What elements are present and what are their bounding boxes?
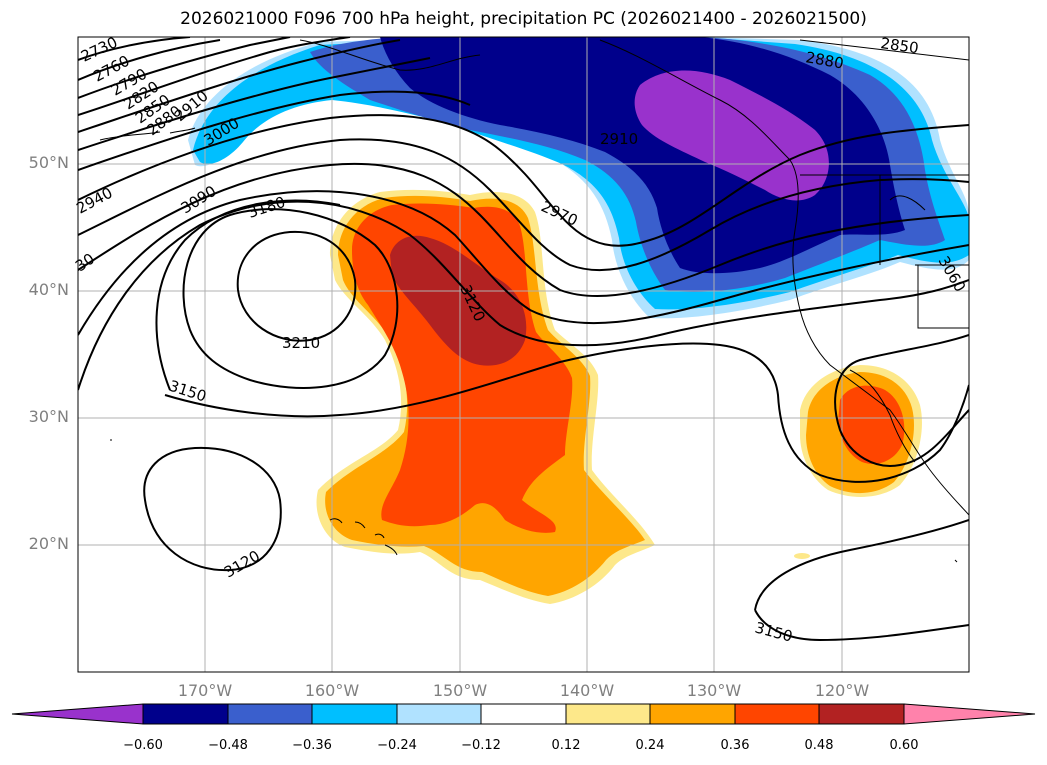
anomaly-darkred-region	[390, 235, 527, 366]
lon-label: 130°W	[686, 681, 742, 700]
lon-label: 160°W	[304, 681, 360, 700]
colorbar-tick-label: −0.36	[292, 738, 332, 753]
height-contours	[78, 37, 969, 642]
colorbar-tick-label: 0.12	[551, 738, 581, 753]
colorbar-cell	[396, 703, 482, 725]
map-frame	[77, 36, 970, 673]
lat-label: 40°N	[28, 280, 69, 299]
lon-label: 150°W	[432, 681, 488, 700]
lon-label: 140°W	[559, 681, 615, 700]
colorbar-cell	[142, 703, 229, 725]
colorbar-cell	[311, 703, 398, 725]
lat-label: 30°N	[28, 407, 69, 426]
colorbar-tick-label: 0.48	[804, 738, 834, 753]
colorbar-cell	[734, 703, 820, 725]
colorbar-tick-label: 0.36	[720, 738, 750, 753]
contour-label: 3090	[178, 182, 220, 218]
coastlines	[99, 39, 969, 563]
contour-label: 3150	[753, 618, 795, 645]
map-title: 2026021000 F096 700 hPa height, precipit…	[180, 9, 867, 29]
colorbar-cell	[227, 703, 313, 725]
lat-label: 50°N	[28, 153, 69, 172]
contour-label: 2940	[73, 184, 115, 218]
lon-label: 170°W	[177, 681, 233, 700]
colorbar-extend-high	[903, 703, 1036, 725]
colorbar-tick-label: −0.24	[377, 738, 417, 753]
colorbar-tick-label: −0.60	[123, 738, 163, 753]
lon-label: 120°W	[814, 681, 870, 700]
colorbar-cell	[818, 703, 905, 725]
colorbar-cell	[565, 703, 651, 725]
contour-label: 3120	[221, 547, 263, 582]
contour-label: 2850	[879, 34, 919, 57]
colorbar-tick-label: 0.60	[889, 738, 919, 753]
colorbar	[11, 703, 1036, 725]
colorbar-extend-low	[11, 703, 144, 725]
anomaly-navy-region	[380, 37, 905, 274]
colorbar-tick-label: −0.12	[461, 738, 501, 753]
lat-label: 20°N	[28, 534, 69, 553]
anomaly-purple-region	[634, 70, 829, 201]
contour-label: 2970	[538, 197, 580, 229]
colorbar-tick-label: −0.48	[208, 738, 248, 753]
positive-anomaly-field	[316, 189, 922, 604]
contour-label: 30	[72, 250, 98, 276]
colorbar-cell	[480, 703, 567, 725]
colorbar-cell	[649, 703, 736, 725]
anomaly-red-region-east	[838, 385, 905, 465]
anomaly-small-patch	[794, 553, 810, 559]
negative-anomaly-field	[188, 37, 969, 319]
map-plot-area	[78, 37, 969, 672]
contour-label: 3210	[282, 334, 320, 352]
contour-label: 2910	[600, 130, 638, 148]
colorbar-tick-label: 0.24	[635, 738, 665, 753]
graticule	[78, 37, 969, 672]
